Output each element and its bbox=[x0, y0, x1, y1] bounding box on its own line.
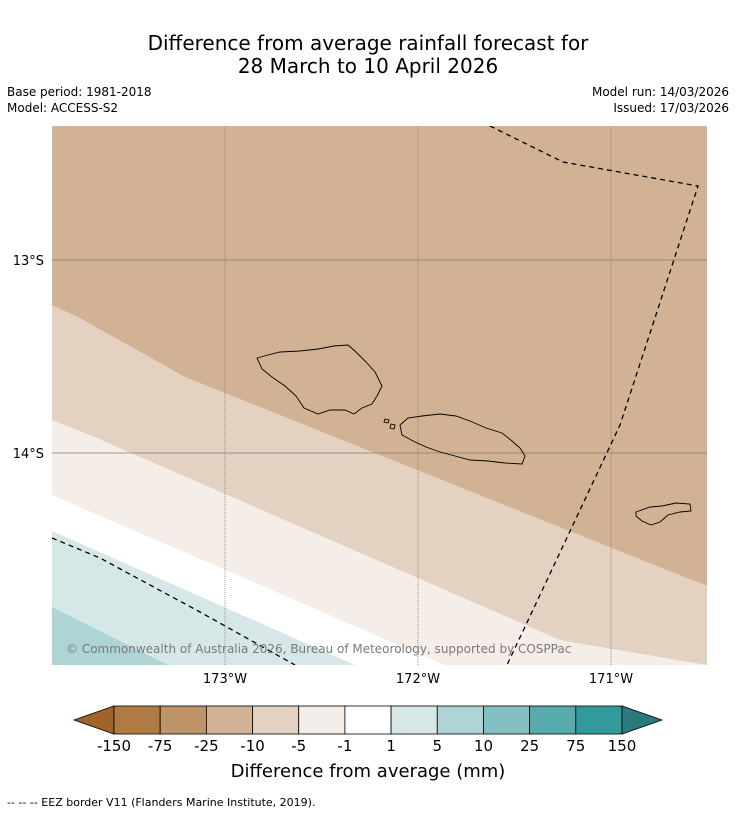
island-upolu bbox=[399, 413, 526, 465]
island-tutuila bbox=[635, 502, 692, 526]
coastlines bbox=[256, 344, 692, 526]
rainfall-map: 13°S 14°S 173°W 172°W 171°W © Commonweal… bbox=[13, 126, 707, 755]
colorbar-tick-label: 1 bbox=[386, 737, 396, 755]
colorbar-swatch bbox=[159, 705, 207, 735]
colorbar-swatch bbox=[436, 705, 484, 735]
colorbar-swatch bbox=[483, 705, 531, 735]
title-line-2: 28 March to 10 April 2026 bbox=[237, 54, 499, 78]
lat-label-14s: 14°S bbox=[13, 447, 44, 462]
colorbar-tick-label: 25 bbox=[520, 737, 539, 755]
eez-border-east bbox=[489, 126, 699, 665]
colorbar-tick-label: 5 bbox=[432, 737, 442, 755]
eez-border-southwest bbox=[52, 537, 296, 665]
lon-label-173w: 173°W bbox=[203, 672, 247, 687]
map-fill-areas bbox=[52, 126, 707, 665]
colorbar-tick-label: 150 bbox=[608, 737, 637, 755]
colorbar-label: Difference from average (mm) bbox=[230, 761, 506, 782]
base-period: Base period: 1981-2018 bbox=[7, 85, 152, 99]
eez-legend-note: -- -- -- EEZ border V11 (Flanders Marine… bbox=[7, 796, 316, 809]
title-line-1: Difference from average rainfall forecas… bbox=[147, 31, 589, 55]
colorbar-swatch bbox=[529, 705, 577, 735]
band-1-to-5 bbox=[52, 531, 355, 665]
colorbar-tick-label: -75 bbox=[148, 737, 173, 755]
colorbar-swatch bbox=[298, 705, 346, 735]
model-name: Model: ACCESS-S2 bbox=[7, 101, 119, 115]
graticule bbox=[52, 126, 707, 665]
colorbar-swatch bbox=[344, 705, 392, 735]
colorbar-tick-label: 10 bbox=[474, 737, 493, 755]
island-savaii bbox=[256, 344, 383, 415]
islet-manono bbox=[389, 423, 396, 430]
colorbar: -150 -75 -25 -10 -5 -1 1 5 10 25 75 150 bbox=[72, 705, 664, 755]
colorbar-tick-label: -5 bbox=[291, 737, 306, 755]
copyright-notice: © Commonwealth of Australia 2026, Bureau… bbox=[66, 642, 571, 656]
colorbar-swatch bbox=[252, 705, 300, 735]
colorbar-tick-label: -25 bbox=[194, 737, 219, 755]
colorbar-swatch bbox=[390, 705, 438, 735]
model-run: Model run: 14/03/2026 bbox=[591, 85, 729, 99]
colorbar-swatch bbox=[575, 705, 623, 735]
colorbar-extend-low bbox=[72, 705, 115, 735]
eez-border bbox=[52, 126, 699, 665]
colorbar-tick-label: -150 bbox=[97, 737, 131, 755]
islet-apolima bbox=[383, 418, 390, 424]
lat-label-13s: 13°S bbox=[13, 254, 44, 269]
colorbar-tick-label: -1 bbox=[337, 737, 352, 755]
issued-date: Issued: 17/03/2026 bbox=[613, 101, 729, 115]
colorbar-extend-high bbox=[621, 705, 664, 735]
lon-label-172w: 172°W bbox=[396, 672, 440, 687]
colorbar-tick-label: -10 bbox=[240, 737, 265, 755]
colorbar-swatch bbox=[205, 705, 253, 735]
lon-label-171w: 171°W bbox=[589, 672, 633, 687]
colorbar-tick-label: 75 bbox=[566, 737, 585, 755]
band-5-to-10 bbox=[52, 607, 168, 665]
colorbar-swatch bbox=[113, 705, 161, 735]
